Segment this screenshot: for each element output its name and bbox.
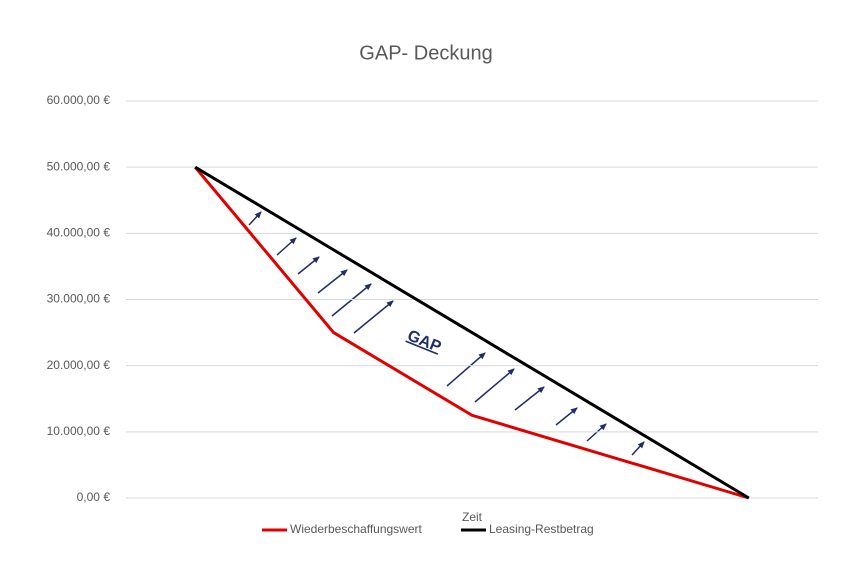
legend-label: Wiederbeschaffungswert (290, 522, 423, 536)
arrow (555, 407, 578, 426)
series-line (194, 166, 750, 500)
arrow (586, 423, 607, 442)
arrow (474, 368, 515, 403)
arrow (514, 386, 545, 411)
arrow (353, 300, 394, 334)
arrow (276, 237, 297, 256)
chart-title: GAP- Deckung (359, 42, 492, 64)
arrow (631, 441, 645, 456)
y-tick-label: 0,00 € (77, 490, 111, 504)
series-line (194, 165, 750, 500)
y-tick-label: 50.000,00 € (47, 159, 111, 173)
y-tick-label: 40.000,00 € (47, 226, 111, 240)
arrow (248, 211, 262, 226)
y-tick-label: 30.000,00 € (47, 292, 111, 306)
y-tick-label: 20.000,00 € (47, 358, 111, 372)
x-axis-label: Zeit (462, 510, 483, 524)
y-tick-label: 60.000,00 € (47, 93, 111, 107)
y-tick-label: 10.000,00 € (47, 424, 111, 438)
legend-label: Leasing-Restbetrag (489, 522, 594, 536)
arrow (317, 269, 348, 294)
arrow (446, 352, 486, 387)
arrow (297, 256, 320, 275)
